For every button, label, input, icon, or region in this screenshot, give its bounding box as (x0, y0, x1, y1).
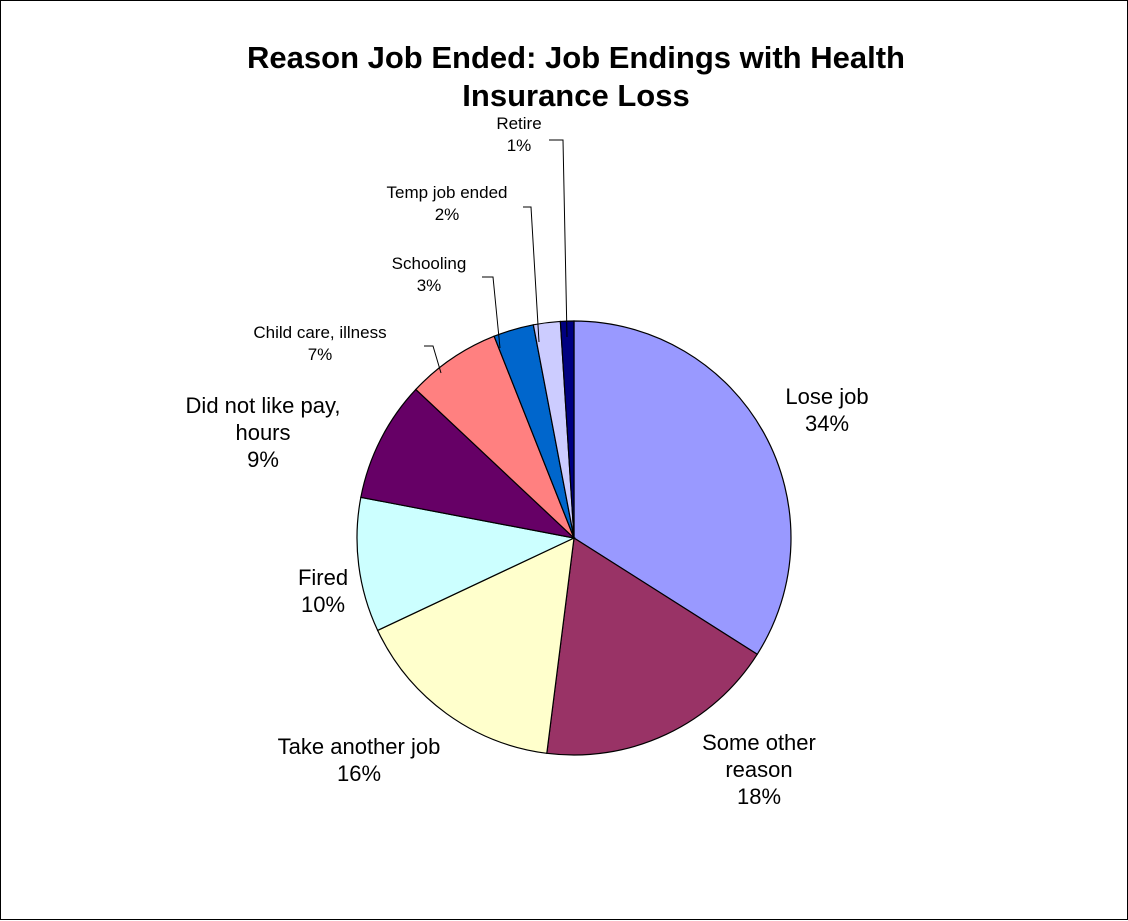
label-child-care-illness-percent: 7% (308, 345, 333, 364)
label-schooling-percent: 3% (417, 276, 442, 295)
label-lose-job-percent: 34% (805, 411, 849, 436)
chart-title-line-1: Reason Job Ended: Job Endings with Healt… (247, 40, 905, 75)
label-child-care-illness-text-0: Child care, illness (253, 323, 386, 342)
label-did-not-like-pay-text-0: Did not like pay, (186, 393, 341, 418)
label-did-not-like-pay-text-1: hours (235, 420, 290, 445)
label-retire-percent: 1% (507, 136, 532, 155)
label-retire-text-0: Retire (496, 114, 541, 133)
label-take-another-job-percent: 16% (337, 761, 381, 786)
pie-slice-did-not-like-pay (360, 388, 576, 539)
chart-title: Reason Job Ended: Job Endings with Healt… (151, 39, 1001, 115)
label-take-another-job-text-0: Take another job (278, 734, 441, 759)
leader-line-retire (549, 139, 568, 338)
label-fired-percent: 10% (301, 592, 345, 617)
label-some-other-text-1: reason (725, 757, 792, 782)
label-some-other-text-0: Some other (702, 730, 816, 755)
pie-slice-retire (559, 320, 575, 539)
label-temp-job-ended-text-0: Temp job ended (387, 183, 508, 202)
pie-slice-lose-job (573, 320, 792, 656)
pie-slice-take-another-job (376, 536, 575, 754)
leader-line-temp-job-ended (523, 206, 540, 343)
chart-title-line-2: Insurance Loss (462, 78, 690, 113)
label-temp-job-ended-percent: 2% (435, 205, 460, 224)
label-some-other-percent: 18% (737, 784, 781, 809)
label-lose-job-text-0: Lose job (785, 384, 868, 409)
leader-line-child-care-illness (424, 345, 442, 374)
label-did-not-like-pay-percent: 9% (247, 447, 279, 472)
pie-slice-some-other (546, 536, 759, 756)
pie-slice-fired (356, 496, 576, 632)
leader-line-schooling (482, 276, 501, 349)
leader-lines (424, 139, 568, 374)
label-fired-text-0: Fired (298, 565, 348, 590)
pie-slices (356, 320, 792, 756)
label-schooling-text-0: Schooling (392, 254, 467, 273)
